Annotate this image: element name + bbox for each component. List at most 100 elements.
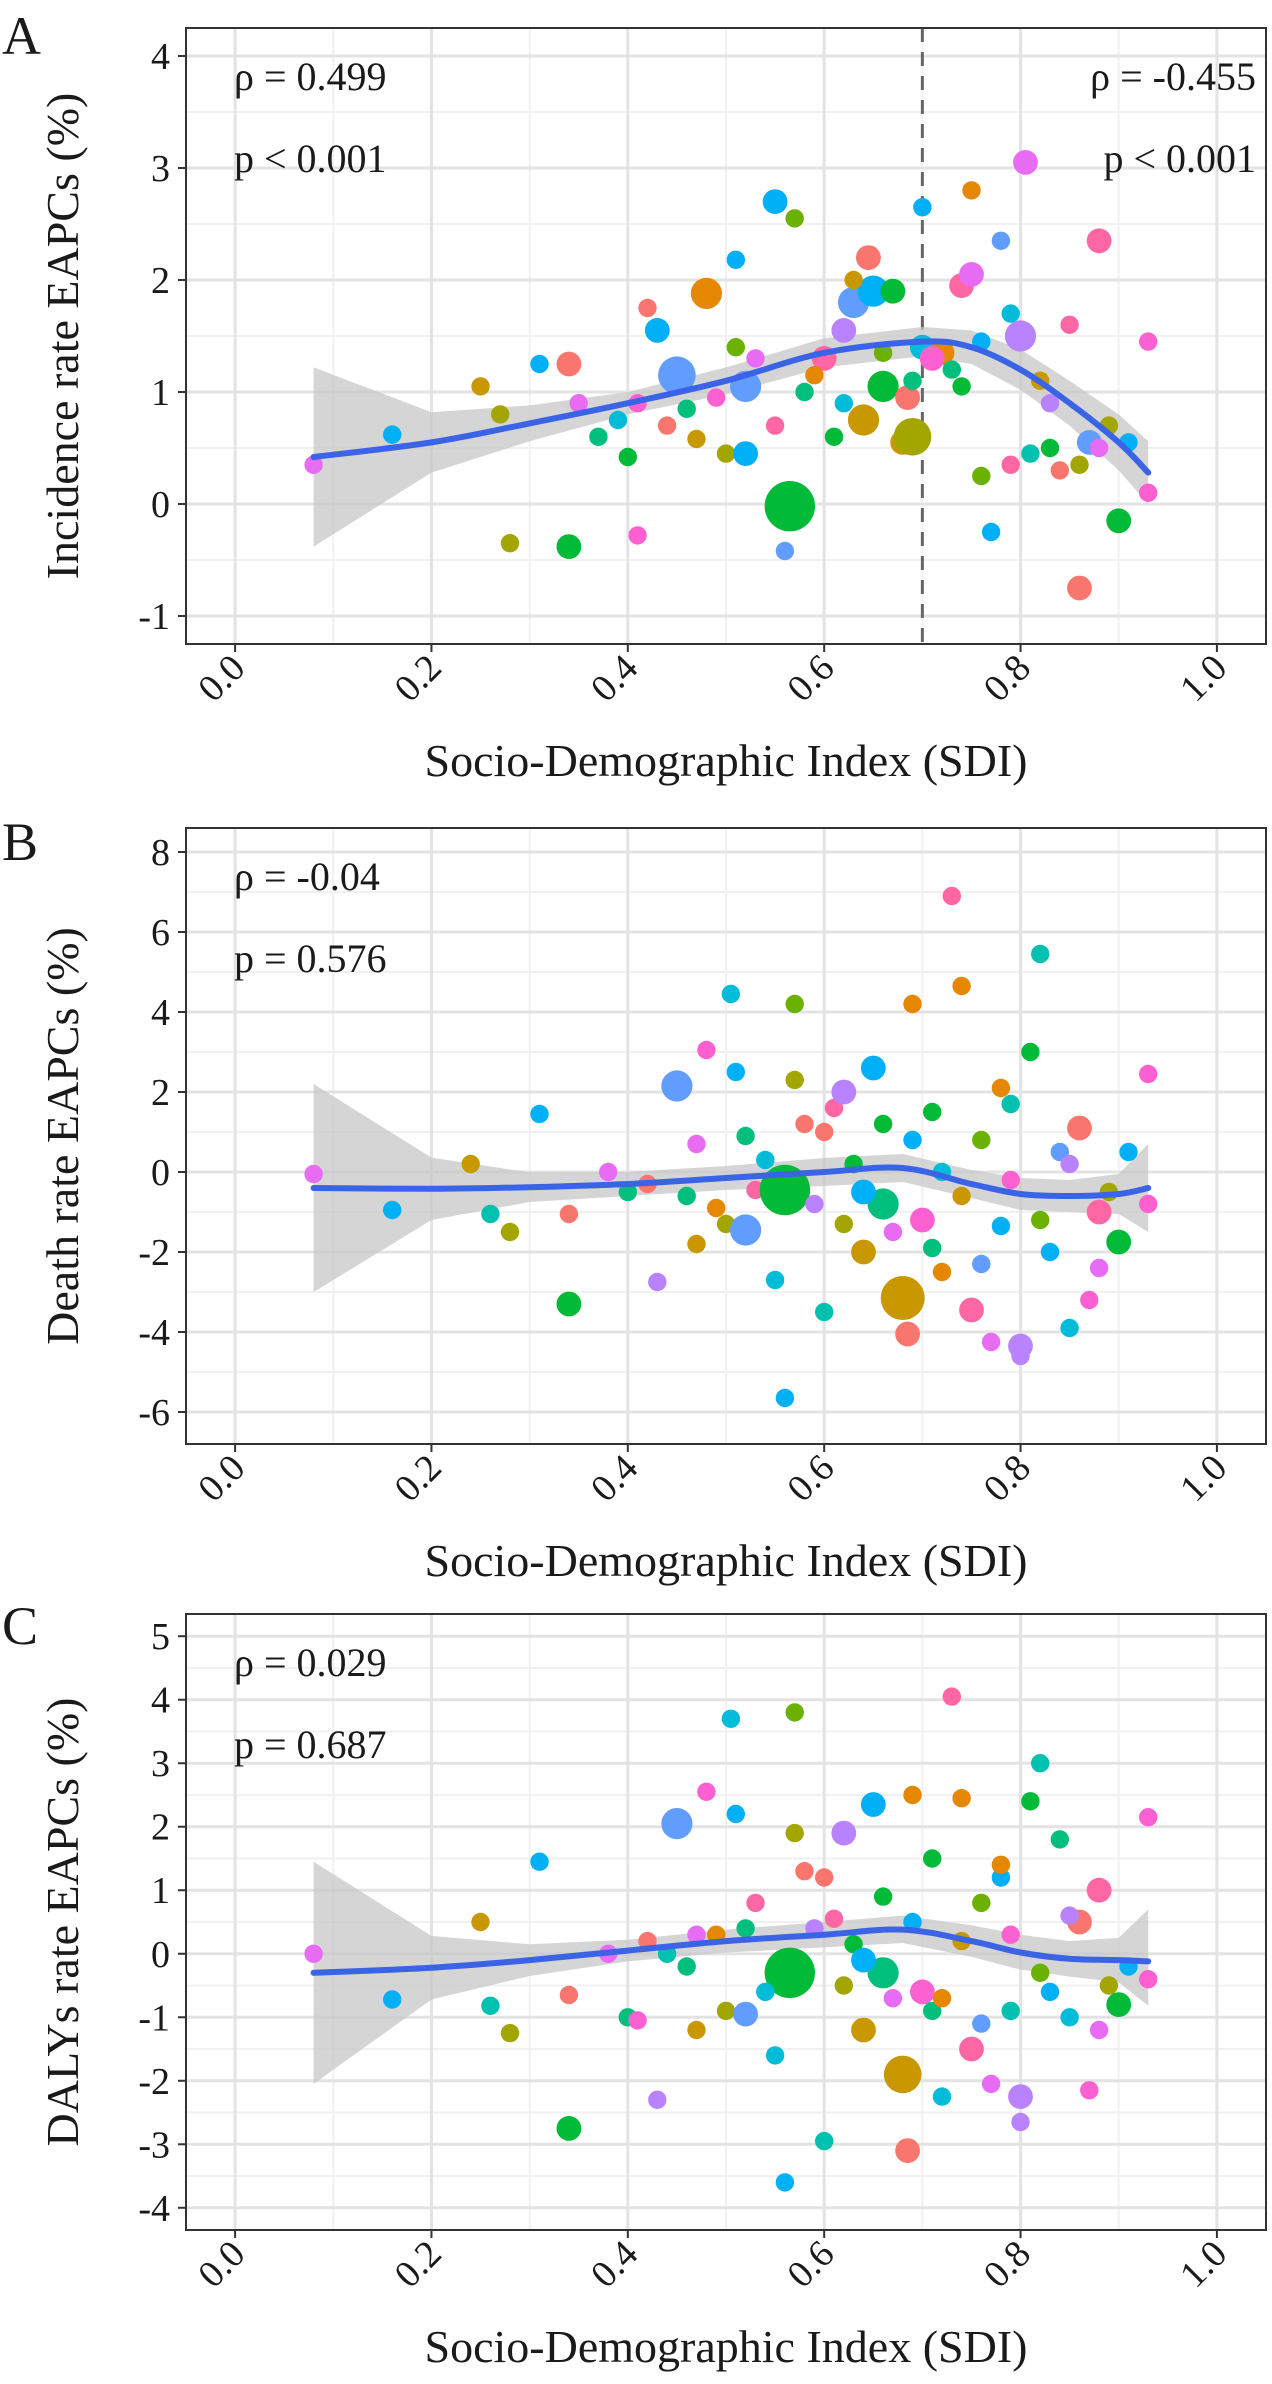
data-point <box>491 405 510 424</box>
panel-c: -4 -3 -2 -1 0 1 2 3 4 5 0.0 0.2 0.4 0.6 0.8 1.0 Socio-De… <box>2 1596 1267 2372</box>
data-point <box>919 346 945 371</box>
data-point <box>746 1893 765 1913</box>
data-point <box>1050 1830 1070 1849</box>
fit-line <box>310 1926 1152 1976</box>
confidence-band <box>313 1084 1149 1292</box>
data-point <box>851 2017 876 2043</box>
data-point <box>834 1976 853 1995</box>
data-point <box>1139 1970 1158 1989</box>
data-point <box>1013 150 1038 175</box>
y-tick-label: 2 <box>151 1807 170 1849</box>
data-point <box>972 2014 991 2033</box>
y-tick-label: 3 <box>151 1743 170 1785</box>
data-point <box>721 984 741 1004</box>
data-point <box>1011 1346 1030 1366</box>
y-axis-title: Death rate EAPCs (%) <box>37 927 88 1345</box>
data-point <box>383 1990 402 2009</box>
data-point <box>1139 1808 1158 1827</box>
data-point <box>959 262 984 287</box>
data-point <box>1086 1877 1112 1903</box>
data-point <box>1001 304 1020 323</box>
data-point <box>1139 483 1158 502</box>
y-tick-label: -2 <box>138 1232 170 1274</box>
data-point <box>952 1186 971 1206</box>
data-point <box>1060 1154 1079 1174</box>
data-point <box>932 1262 952 1282</box>
data-point <box>1099 1976 1119 1995</box>
data-point <box>856 245 881 270</box>
data-point <box>785 1823 804 1843</box>
data-point <box>697 1782 716 1802</box>
data-point <box>831 1820 857 1846</box>
data-point <box>726 250 745 269</box>
x-axis-title: Socio-Demographic Index (SDI) <box>425 2321 1028 2372</box>
y-tick-label: -6 <box>138 1392 170 1434</box>
data-point <box>730 1214 762 1246</box>
data-point <box>1089 438 1109 458</box>
data-point <box>1086 1199 1112 1225</box>
y-tick-label: 3 <box>151 148 170 190</box>
data-point <box>736 1919 755 1938</box>
y-tick-label: -2 <box>138 2061 170 2103</box>
data-point <box>880 278 906 304</box>
data-point <box>991 1868 1011 1887</box>
data-point <box>991 1855 1011 1875</box>
x-tick-label: 0.8 <box>976 1447 1039 1510</box>
panel-label: A <box>2 6 41 66</box>
data-point <box>913 198 932 217</box>
data-point <box>952 976 971 996</box>
data-point <box>873 343 893 362</box>
data-point <box>726 1062 745 1082</box>
data-point <box>1031 1210 1050 1230</box>
data-point <box>1001 1094 1020 1114</box>
data-point <box>893 418 932 456</box>
data-point <box>1031 944 1050 964</box>
data-point <box>687 429 706 449</box>
data-point <box>867 1188 899 1220</box>
data-point <box>903 1785 922 1805</box>
data-points <box>304 150 1158 601</box>
y-tick-label: 1 <box>151 1870 170 1912</box>
y-tick-label: 1 <box>151 372 170 414</box>
x-tick-label: 0.6 <box>779 647 842 710</box>
data-point <box>942 1687 961 1706</box>
data-point <box>756 1982 775 2002</box>
data-point <box>1060 315 1079 334</box>
data-point <box>765 2046 785 2065</box>
data-point <box>661 1070 693 1102</box>
data-point <box>762 189 788 215</box>
data-point <box>873 1114 893 1134</box>
y-axis-title: Incidence rate EAPCs (%) <box>37 93 88 580</box>
data-point <box>991 231 1011 250</box>
data-point <box>831 318 857 343</box>
data-point <box>559 1204 579 1224</box>
data-point <box>1080 1290 1099 1310</box>
data-point <box>795 382 814 402</box>
data-point <box>785 994 804 1014</box>
data-point <box>923 1102 942 1122</box>
data-point <box>795 1114 814 1134</box>
data-point <box>873 1887 893 1906</box>
data-point <box>648 2090 667 2109</box>
data-point <box>644 318 670 343</box>
confidence-band <box>313 1861 1149 2084</box>
x-tick-label: 0.4 <box>583 1447 646 1510</box>
data-point <box>1040 438 1060 458</box>
data-point <box>824 427 844 446</box>
data-point <box>677 399 696 418</box>
data-point <box>805 366 824 385</box>
panel-label: C <box>2 1596 38 1656</box>
y-tick-label: 8 <box>151 832 170 874</box>
data-point <box>844 1935 863 1954</box>
data-point <box>942 886 961 906</box>
panel-b: -6 -4 -2 0 2 4 6 8 0.0 0.2 0.4 0.6 0.8 1.0 Socio-Demog… <box>2 812 1267 1586</box>
x-axis-title: Socio-Demographic Index (SDI) <box>425 1535 1028 1586</box>
data-point <box>304 1944 323 1964</box>
data-point <box>932 1989 952 2008</box>
data-point <box>815 2131 834 2151</box>
x-tick-label: 0.2 <box>387 647 450 710</box>
data-point <box>716 2001 736 2021</box>
data-point <box>1106 508 1132 534</box>
data-point <box>952 1789 971 1808</box>
data-point <box>903 371 922 390</box>
